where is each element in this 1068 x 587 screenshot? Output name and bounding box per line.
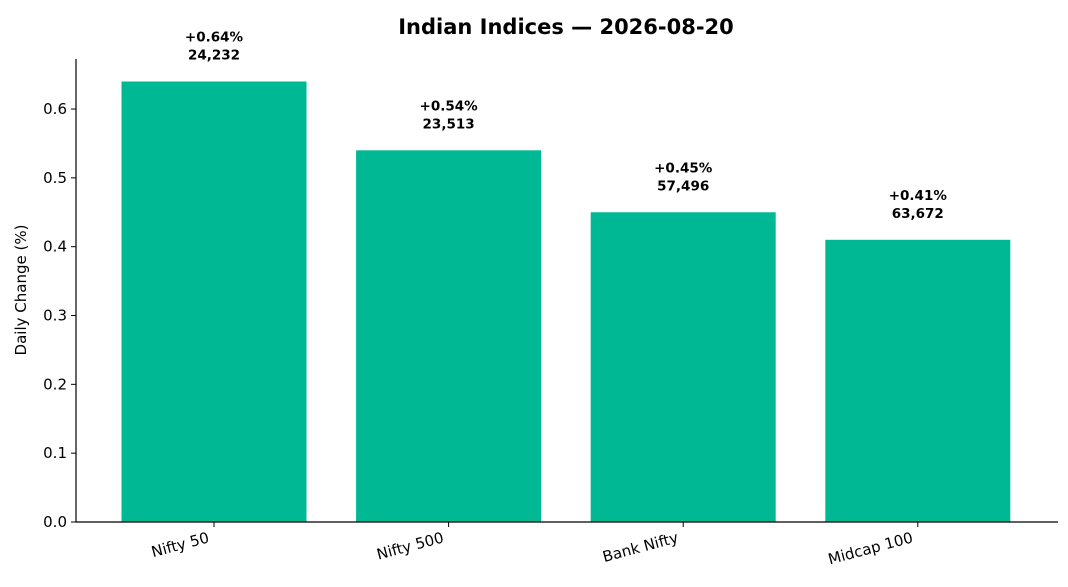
- y-tick-label: 0.0: [43, 513, 67, 531]
- y-tick-label: 0.3: [43, 307, 67, 325]
- chart-title: Indian Indices — 2026-08-20: [398, 15, 734, 39]
- y-axis-label: Daily Change (%): [12, 225, 30, 356]
- data-label-change: +0.64%: [185, 29, 244, 45]
- x-tick-label: Nifty 50: [149, 528, 211, 561]
- data-label-change: +0.54%: [420, 98, 479, 114]
- bar: [825, 239, 1011, 522]
- bar: [356, 150, 542, 522]
- y-tick-label: 0.4: [43, 238, 67, 256]
- y-tick-label: 0.2: [43, 375, 67, 393]
- data-label-change: +0.41%: [889, 188, 948, 204]
- data-label-change: +0.45%: [654, 160, 713, 176]
- bars-group: [121, 81, 1011, 522]
- y-tick-label: 0.5: [43, 169, 67, 187]
- x-tick-label: Midcap 100: [826, 528, 915, 568]
- y-tick-label: 0.1: [43, 444, 67, 462]
- x-axis-ticks: Nifty 50 Nifty 500 Bank Nifty Midcap 100: [149, 522, 919, 568]
- x-tick-label: Bank Nifty: [601, 528, 681, 566]
- y-axis-ticks: 0.0 0.1 0.2 0.3 0.4 0.5 0.6: [43, 100, 76, 531]
- data-label-level: 63,672: [892, 206, 944, 222]
- data-labels-group: +0.64% 24,232 +0.54% 23,513 +0.45% 57,496 +0.4…: [185, 29, 947, 221]
- y-tick-label: 0.6: [43, 100, 67, 118]
- data-label-level: 24,232: [188, 47, 240, 63]
- bar: [590, 212, 776, 522]
- data-label-level: 23,513: [423, 116, 475, 132]
- data-label-level: 57,496: [657, 178, 709, 194]
- x-tick-label: Nifty 500: [375, 528, 446, 563]
- bar: [121, 81, 307, 522]
